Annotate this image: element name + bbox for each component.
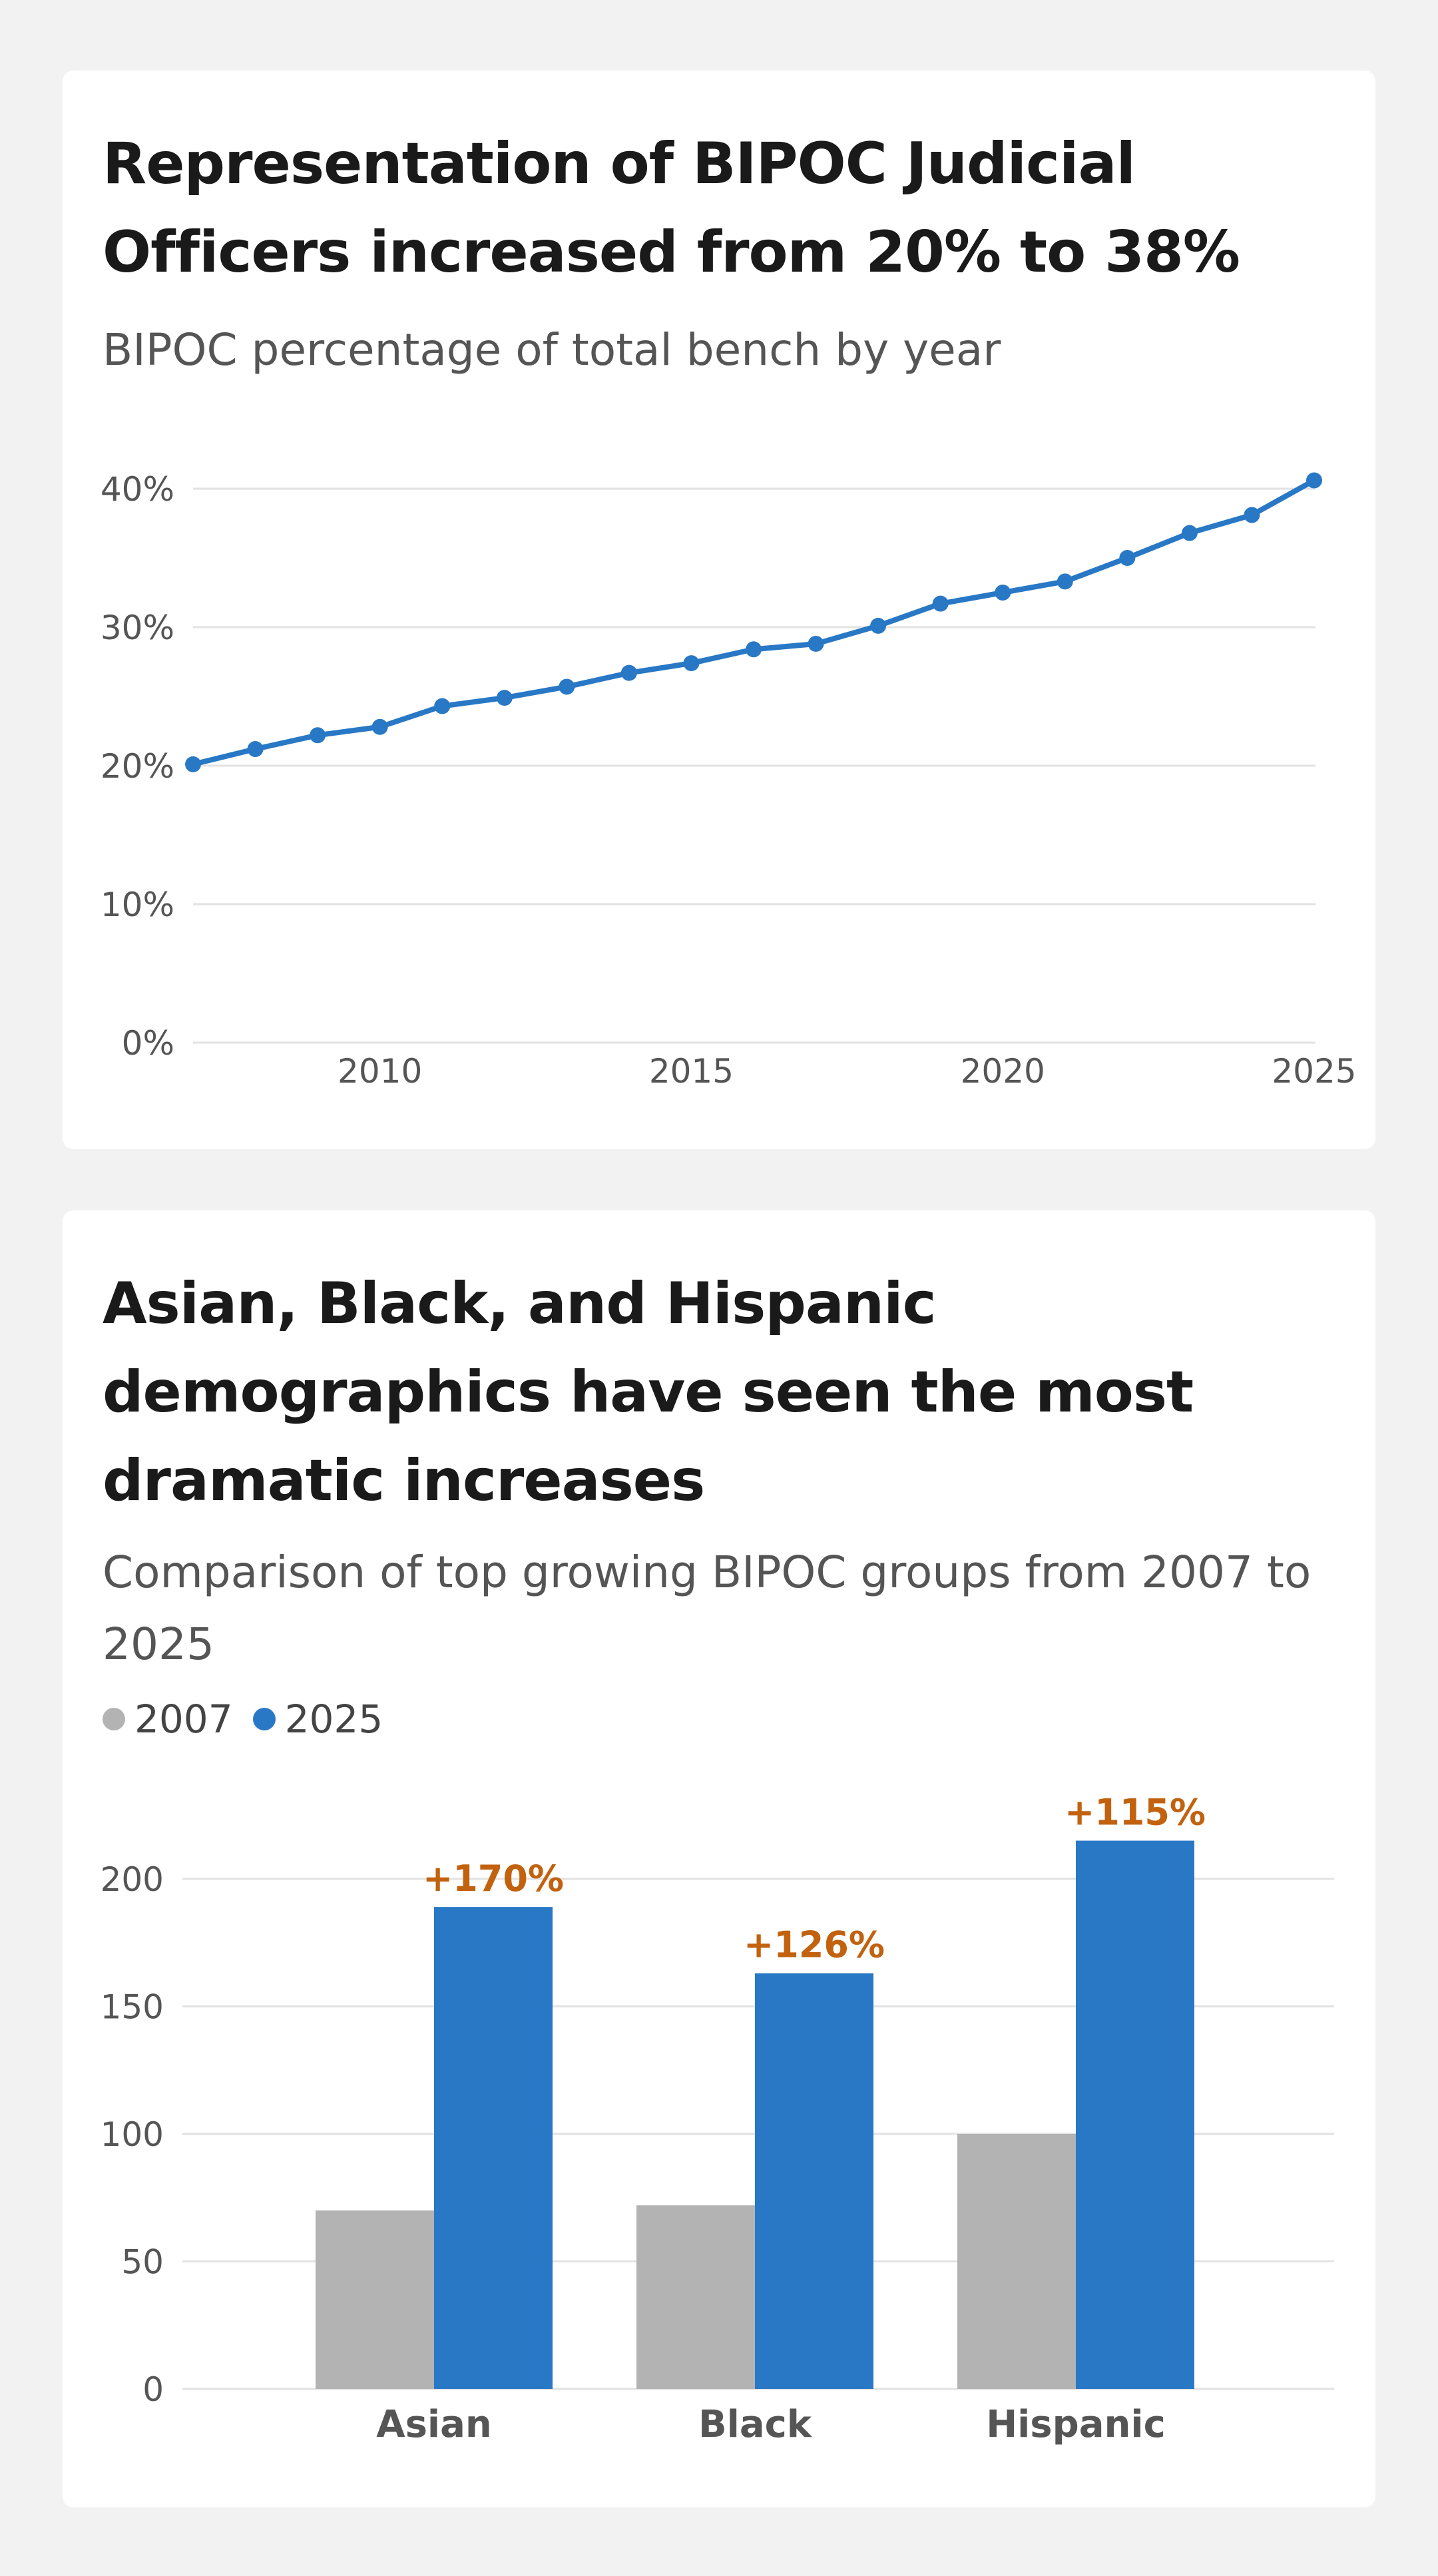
x-tick-label: 2015	[649, 1052, 734, 1091]
legend-label-2025: 2025	[284, 1696, 383, 1742]
x-tick-label: 2010	[338, 1052, 422, 1091]
y-tick-label: 50	[121, 2243, 164, 2282]
data-point	[310, 727, 326, 744]
category-label-black: Black	[698, 2403, 813, 2446]
bar-2025-hispanic	[1076, 1840, 1194, 2389]
series-line	[190, 477, 1317, 767]
bar-chart: 0 50 100 150 200 +170% Asian +126% Black +115% His…	[101, 1792, 1334, 2446]
legend-label-2007: 2007	[134, 1696, 233, 1742]
x-tick-label: 2025	[1272, 1052, 1356, 1091]
data-point	[247, 741, 264, 758]
category-label-hispanic: Hispanic	[986, 2403, 1166, 2446]
line-chart-title: Representation of BIPOC Judicial Officer…	[103, 130, 1240, 286]
line-chart-subtitle: BIPOC percentage of total bench by year	[103, 324, 1001, 376]
change-label-asian: +170%	[423, 1858, 564, 1900]
y-tick-label: 20%	[101, 747, 174, 786]
data-point	[870, 617, 887, 634]
data-point	[434, 698, 451, 714]
data-point	[185, 756, 201, 772]
data-point	[1057, 573, 1073, 590]
y-tick-label: 0%	[122, 1024, 174, 1063]
data-point	[496, 690, 513, 706]
bar-2025-black	[755, 1973, 873, 2389]
y-tick-label: 150	[101, 1988, 164, 2027]
data-point	[371, 718, 388, 735]
bar-2007-black	[636, 2205, 755, 2389]
category-label-asian: Asian	[376, 2403, 492, 2446]
change-label-black: +126%	[744, 1924, 885, 1966]
data-point	[1244, 507, 1260, 523]
data-point	[995, 585, 1011, 601]
legend-item-2025: 2025	[252, 1696, 383, 1742]
bar-2025-asian	[434, 1907, 553, 2389]
y-tick-label: 10%	[101, 886, 174, 924]
data-point	[746, 641, 762, 658]
y-tick-label: 100	[101, 2115, 164, 2154]
bar-2007-hispanic	[957, 2134, 1076, 2389]
bar-chart-card: Asian, Black, and Hispanic demographics …	[63, 1210, 1375, 2507]
x-tick-label: 2020	[961, 1052, 1045, 1091]
data-point	[1119, 550, 1136, 566]
data-point	[808, 635, 824, 652]
data-point	[932, 595, 949, 612]
data-point	[620, 664, 637, 681]
bar-2007-asian	[316, 2210, 434, 2389]
legend-swatch-2025	[252, 1708, 276, 1730]
line-chart: 0% 10% 20% 30% 40% 2010 2015 2020 2025	[101, 470, 1357, 1091]
bar-chart-legend: 2007 2025	[103, 1696, 403, 1742]
y-tick-label: 0	[142, 2370, 164, 2409]
change-label-hispanic: +115%	[1065, 1792, 1206, 1834]
y-tick-label: 30%	[101, 609, 174, 647]
data-point	[683, 655, 700, 672]
y-tick-label: 40%	[101, 470, 174, 509]
data-point	[1181, 525, 1198, 541]
bar-chart-subtitle: Comparison of top growing BIPOC groups f…	[103, 1547, 1312, 1670]
data-point	[1306, 472, 1322, 489]
legend-item-2007: 2007	[103, 1696, 233, 1742]
bar-chart-title: Asian, Black, and Hispanic demographics …	[103, 1270, 1194, 1514]
line-chart-card: Representation of BIPOC Judicial Officer…	[63, 71, 1375, 1149]
data-point	[559, 678, 575, 695]
y-tick-label: 200	[101, 1860, 164, 1899]
legend-swatch-2007	[103, 1708, 125, 1730]
